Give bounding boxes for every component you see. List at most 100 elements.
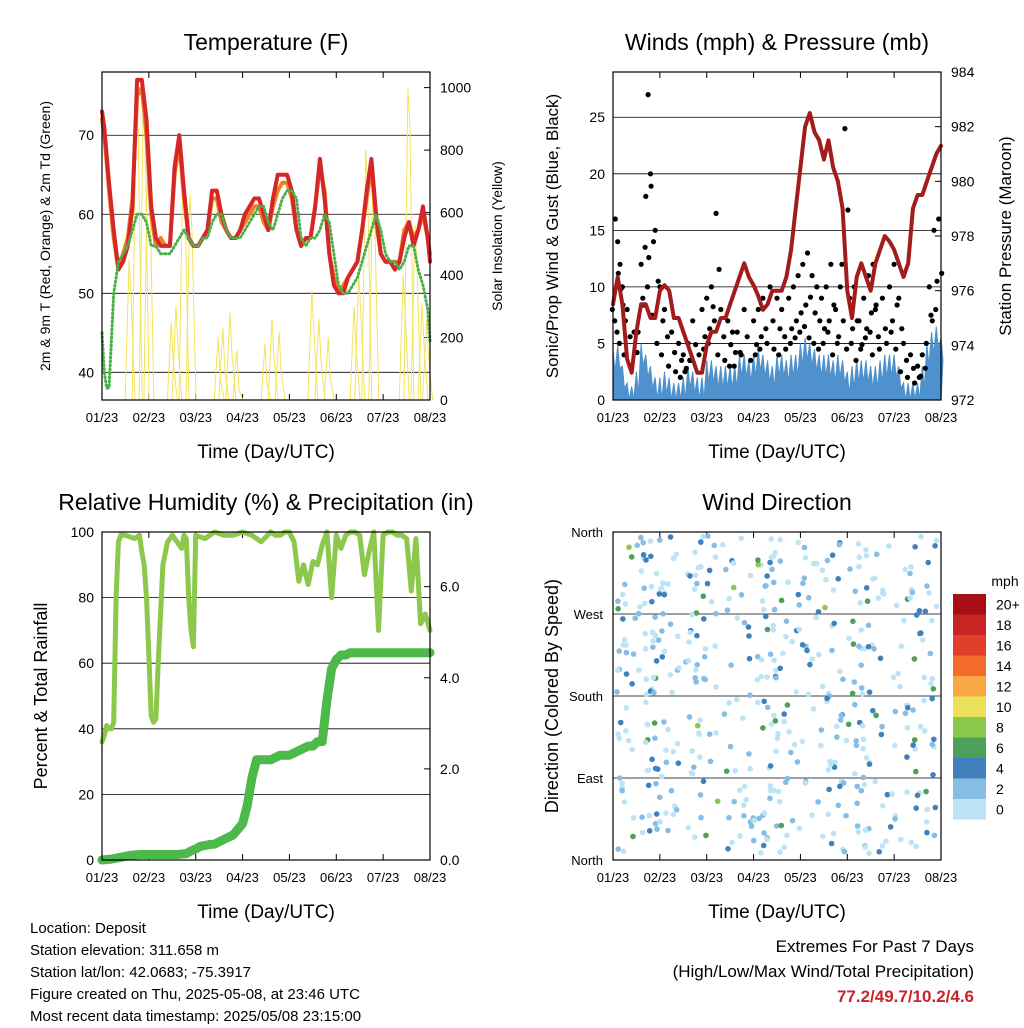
direction-point bbox=[843, 812, 849, 819]
direction-point bbox=[849, 690, 856, 697]
direction-point bbox=[667, 534, 674, 540]
winds-ytick-label: 5 bbox=[597, 335, 605, 351]
direction-point bbox=[636, 667, 642, 673]
direction-xtick-label: 08/23 bbox=[925, 870, 958, 885]
winds-gust-point bbox=[748, 357, 754, 363]
direction-point bbox=[771, 606, 778, 613]
direction-point bbox=[768, 554, 775, 561]
direction-legend-swatch bbox=[953, 635, 986, 656]
direction-point bbox=[861, 781, 868, 788]
winds-gust-point bbox=[752, 352, 758, 358]
winds-ylabel-right: Station Pressure (Maroon) bbox=[996, 136, 1015, 335]
temperature-ytick-right-label: 600 bbox=[440, 205, 464, 221]
direction-point bbox=[746, 751, 752, 757]
direction-point bbox=[924, 806, 930, 813]
temperature-solar-spike bbox=[185, 193, 197, 401]
humidity-xtick-label: 06/23 bbox=[320, 870, 353, 885]
direction-point bbox=[694, 632, 700, 639]
direction-point bbox=[898, 836, 904, 843]
winds-gust-point bbox=[624, 306, 630, 313]
direction-point bbox=[630, 815, 637, 821]
winds-ylabel-left: Sonic/Prop Wind & Gust (Blue, Black) bbox=[543, 94, 562, 378]
direction-legend-swatch bbox=[953, 778, 986, 799]
direction-point bbox=[758, 673, 764, 680]
direction-xtick-label: 02/23 bbox=[644, 870, 677, 885]
winds-gust-point bbox=[789, 326, 795, 332]
direction-point bbox=[795, 591, 802, 598]
direction-point bbox=[713, 610, 719, 617]
winds-gust-point bbox=[840, 318, 846, 324]
direction-point bbox=[723, 566, 729, 573]
winds-gust-point bbox=[818, 295, 825, 301]
direction-point bbox=[734, 615, 741, 621]
direction-point bbox=[929, 741, 936, 748]
winds-gust-point bbox=[644, 284, 651, 290]
winds-gust-point bbox=[617, 261, 623, 267]
winds-ytick-right-label: 984 bbox=[951, 64, 975, 80]
direction-point bbox=[802, 555, 809, 561]
direction-point bbox=[862, 844, 869, 850]
temperature-plot-frame bbox=[101, 71, 431, 401]
direction-point bbox=[875, 595, 882, 601]
winds-gust-point bbox=[640, 295, 646, 301]
direction-legend-label: 20+ bbox=[996, 596, 1020, 612]
winds-gust-point bbox=[676, 340, 682, 346]
direction-point bbox=[773, 823, 780, 829]
direction-point bbox=[829, 552, 836, 558]
direction-point bbox=[748, 823, 755, 829]
direction-legend-swatch bbox=[953, 799, 986, 820]
temperature-solar-spike bbox=[171, 306, 183, 401]
direction-point bbox=[619, 787, 625, 794]
temperature-solar-spike bbox=[267, 318, 279, 401]
winds-title: Winds (mph) & Pressure (mb) bbox=[625, 29, 929, 55]
direction-point bbox=[924, 583, 930, 589]
direction-point bbox=[667, 672, 673, 678]
direction-point bbox=[652, 735, 658, 741]
winds-gust-point bbox=[797, 329, 803, 335]
winds-gust-point bbox=[831, 302, 837, 308]
winds-gust-point bbox=[672, 349, 678, 356]
direction-point bbox=[855, 829, 861, 835]
direction-point bbox=[689, 612, 695, 618]
direction-point bbox=[641, 585, 647, 591]
winds-gust-point bbox=[758, 334, 764, 340]
direction-legend-swatch bbox=[953, 737, 986, 758]
direction-point bbox=[770, 627, 777, 633]
direction-point bbox=[931, 832, 938, 839]
direction-point bbox=[724, 607, 731, 613]
direction-point bbox=[904, 724, 911, 731]
winds-gust-point bbox=[798, 310, 804, 316]
direction-point bbox=[767, 559, 773, 566]
direction-point bbox=[658, 585, 665, 592]
direction-point bbox=[733, 696, 740, 703]
winds-ytick-right-label: 978 bbox=[951, 228, 975, 244]
winds-gust-point bbox=[896, 295, 902, 301]
winds-gust-point bbox=[894, 302, 900, 308]
direction-point bbox=[856, 554, 863, 561]
direction-point bbox=[701, 675, 707, 682]
direction-point bbox=[723, 768, 730, 774]
direction-point bbox=[921, 728, 928, 734]
direction-point bbox=[619, 780, 625, 786]
direction-point bbox=[670, 811, 676, 818]
direction-legend-swatch bbox=[953, 614, 986, 635]
direction-point bbox=[670, 555, 677, 562]
winds-gust-point bbox=[615, 239, 621, 245]
temperature-ytick-label: 70 bbox=[78, 127, 94, 143]
winds-gust-point bbox=[815, 346, 822, 352]
direction-point bbox=[756, 815, 762, 822]
direction-point bbox=[927, 650, 934, 657]
winds-ytick-right-label: 972 bbox=[951, 392, 975, 408]
direction-point bbox=[777, 536, 783, 543]
direction-point bbox=[854, 783, 860, 790]
direction-point bbox=[772, 718, 779, 724]
winds-gust-point bbox=[716, 266, 722, 272]
direction-point bbox=[892, 708, 899, 715]
direction-point bbox=[761, 810, 768, 816]
winds-gust-point bbox=[771, 346, 777, 352]
winds-xtick-label: 01/23 bbox=[597, 410, 630, 425]
direction-point bbox=[741, 619, 748, 626]
winds-gust-point bbox=[790, 284, 797, 290]
direction-point bbox=[685, 824, 692, 831]
winds-ytick-right-label: 980 bbox=[951, 173, 975, 189]
